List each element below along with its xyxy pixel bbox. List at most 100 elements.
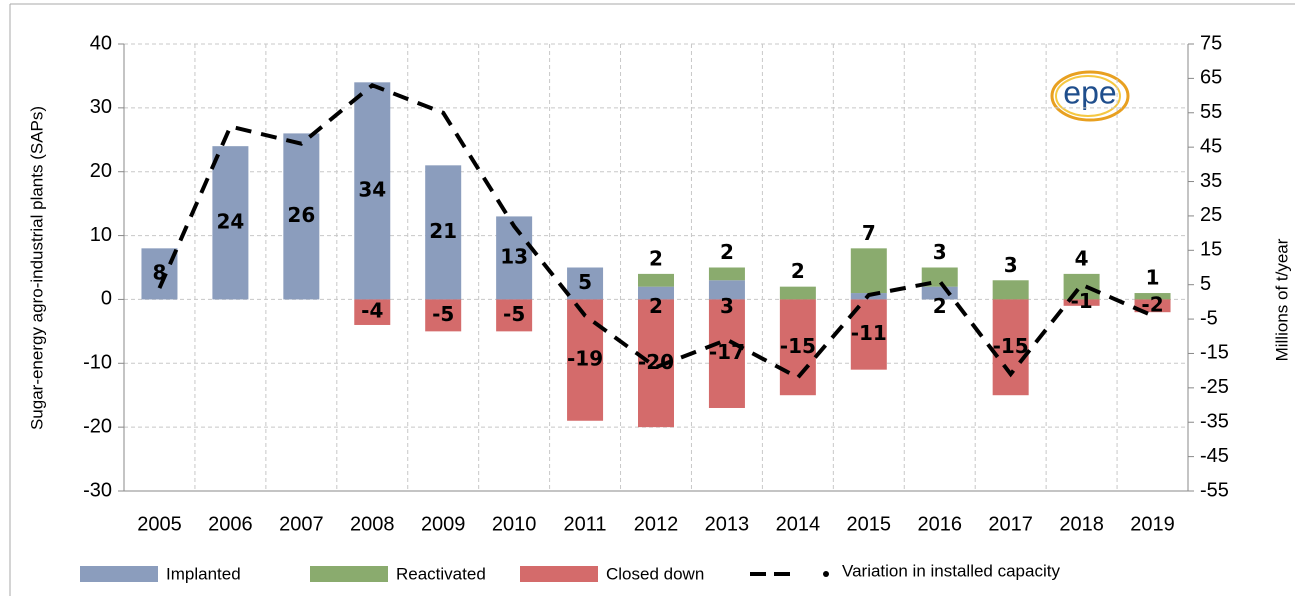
- bar: [708, 280, 745, 300]
- y2-tick-label: 55: [1200, 101, 1222, 123]
- x-tick-label: 2010: [492, 513, 537, 535]
- y-tick-label: 10: [90, 224, 112, 246]
- x-tick-label: 2018: [1059, 513, 1104, 535]
- y-tick-label: 0: [101, 288, 112, 310]
- value-label: 3: [933, 240, 947, 264]
- bar: [850, 248, 887, 294]
- value-label: 4: [1075, 246, 1089, 270]
- value-label: -5: [432, 302, 454, 326]
- value-label: 2: [649, 246, 663, 270]
- bar: [708, 299, 745, 408]
- bar: [496, 299, 533, 332]
- y2-tick-label: 5: [1200, 273, 1211, 295]
- y-tick-label: 40: [90, 32, 112, 54]
- y2-tick-label: 75: [1200, 32, 1222, 54]
- legend-label: Reactivated: [396, 564, 486, 583]
- bar: [1063, 299, 1100, 306]
- value-label: 26: [287, 203, 315, 227]
- value-label: 3: [1004, 253, 1018, 277]
- x-tick-label: 2005: [137, 513, 182, 535]
- bar: [496, 216, 533, 300]
- bar: [779, 286, 816, 300]
- value-label: 2: [791, 259, 805, 283]
- y2-tick-label: 15: [1200, 239, 1222, 261]
- y-tick-label: -10: [83, 352, 112, 374]
- bar: [638, 286, 674, 300]
- y2-tick-label: -45: [1200, 445, 1229, 467]
- x-tick-label: 2009: [421, 513, 466, 535]
- x-tick-label: 2015: [847, 513, 892, 535]
- logo: epe: [1050, 70, 1130, 122]
- legend-swatch: [823, 571, 829, 577]
- bar: [992, 280, 1029, 300]
- value-label: 5: [578, 270, 592, 294]
- bar: [1134, 299, 1171, 313]
- logo-text: epe: [1063, 74, 1116, 110]
- legend-swatch: [310, 566, 388, 582]
- value-label: -5: [503, 302, 525, 326]
- value-label: -15: [993, 334, 1029, 358]
- legend-label: Variation in installed capacity: [842, 561, 1060, 580]
- y2-tick-label: -55: [1200, 479, 1229, 501]
- bar: [1063, 273, 1100, 300]
- legend-label: Closed down: [606, 564, 704, 583]
- y-tick-label: -20: [83, 415, 112, 437]
- logo-ring: [1050, 70, 1130, 122]
- value-label: -1: [1070, 289, 1092, 313]
- bar: [992, 299, 1029, 396]
- logo-ring: [1055, 75, 1121, 117]
- x-tick-label: 2014: [776, 513, 821, 535]
- bar: [425, 165, 462, 300]
- x-tick-label: 2013: [705, 513, 750, 535]
- value-label: -17: [709, 340, 745, 364]
- value-label: 24: [216, 209, 244, 233]
- value-label: 13: [500, 244, 528, 268]
- value-label: 2: [720, 240, 734, 264]
- value-label: 3: [720, 294, 734, 318]
- y-tick-label: -30: [83, 479, 112, 501]
- y2-tick-label: 25: [1200, 204, 1222, 226]
- x-tick-label: 2011: [564, 513, 607, 535]
- x-tick-label: 2012: [634, 513, 679, 535]
- x-tick-label: 2008: [350, 513, 395, 535]
- bar: [212, 146, 249, 300]
- value-label: 8: [153, 260, 167, 284]
- bar: [567, 299, 604, 421]
- value-label: -20: [638, 350, 674, 374]
- bar: [779, 299, 816, 396]
- x-tick-label: 2006: [208, 513, 253, 535]
- y2-tick-label: 45: [1200, 135, 1222, 157]
- y2-tick-label: -15: [1200, 342, 1229, 364]
- y-tick-label: 30: [90, 96, 112, 118]
- legend-swatch: [80, 566, 158, 582]
- y2-axis-label: Millions of t/year: [1272, 238, 1291, 361]
- bar: [1134, 293, 1171, 300]
- value-label: -11: [851, 321, 887, 345]
- x-tick-label: 2019: [1130, 513, 1175, 535]
- value-label: 1: [1146, 266, 1160, 290]
- y2-tick-label: -25: [1200, 376, 1229, 398]
- bar: [708, 267, 745, 281]
- x-tick-label: 2017: [988, 513, 1033, 535]
- value-label: 2: [649, 294, 663, 318]
- value-label: -15: [780, 334, 816, 358]
- x-tick-label: 2016: [917, 513, 962, 535]
- value-label: -19: [567, 347, 603, 371]
- y2-tick-label: -5: [1200, 307, 1218, 329]
- value-label: 7: [862, 221, 876, 245]
- legend-label: Implanted: [166, 564, 241, 583]
- y-axis-label: Sugar-energy agro-industrial plants (SAP…: [27, 106, 46, 430]
- bar: [354, 82, 391, 300]
- x-tick-label: 2007: [279, 513, 324, 535]
- bar: [425, 299, 462, 332]
- y2-tick-label: 65: [1200, 67, 1222, 89]
- bar: [354, 299, 391, 325]
- value-label: 34: [358, 177, 386, 201]
- value-label: 2: [933, 294, 947, 318]
- value-label: 21: [429, 219, 457, 243]
- value-label: -4: [361, 299, 383, 323]
- bar: [567, 267, 604, 300]
- y2-tick-label: 35: [1200, 170, 1222, 192]
- bar: [638, 273, 674, 287]
